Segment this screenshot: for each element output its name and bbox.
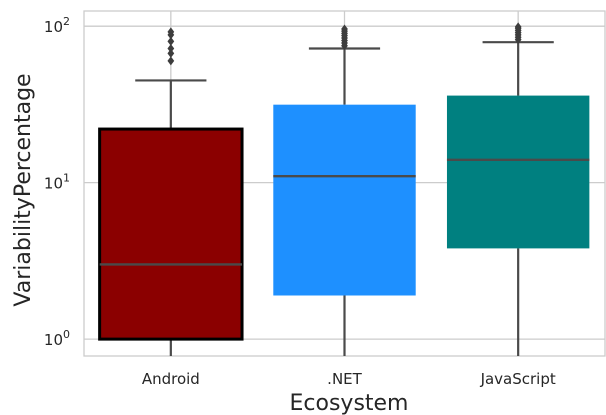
x-tick-labels: Android .NET JavaScript xyxy=(142,370,556,388)
y-tick-exponent: 0 xyxy=(63,328,70,341)
y-tick-base: 10 xyxy=(44,175,63,193)
box-iqr xyxy=(446,95,590,249)
box-android xyxy=(98,27,244,356)
outlier-point xyxy=(167,36,175,46)
box-javascript xyxy=(446,22,590,356)
outlier-point xyxy=(341,24,348,34)
y-axis-title: VariabilityPercentage xyxy=(11,73,36,306)
box-iqr xyxy=(98,127,244,341)
y-tick-label: 101 xyxy=(44,172,70,193)
x-tick-label: .NET xyxy=(327,370,362,388)
y-tick-base: 10 xyxy=(44,331,63,349)
outlier-point xyxy=(167,56,175,66)
boxes-layer xyxy=(98,22,590,356)
box-net xyxy=(273,24,416,356)
outlier-point xyxy=(167,43,175,53)
y-tick-exponent: 1 xyxy=(63,172,70,185)
x-axis-title: Ecosystem xyxy=(290,391,409,415)
y-tick-label: 100 xyxy=(44,328,70,349)
y-tick-base: 10 xyxy=(44,18,63,36)
y-tick-exponent: 2 xyxy=(63,15,70,28)
x-tick-label: JavaScript xyxy=(480,370,556,388)
y-tick-label: 102 xyxy=(44,15,70,36)
box-iqr xyxy=(273,104,416,296)
x-tick-label: Android xyxy=(142,370,200,388)
outlier-point xyxy=(514,22,522,32)
outlier-point xyxy=(167,48,175,58)
outlier-point xyxy=(167,27,175,37)
